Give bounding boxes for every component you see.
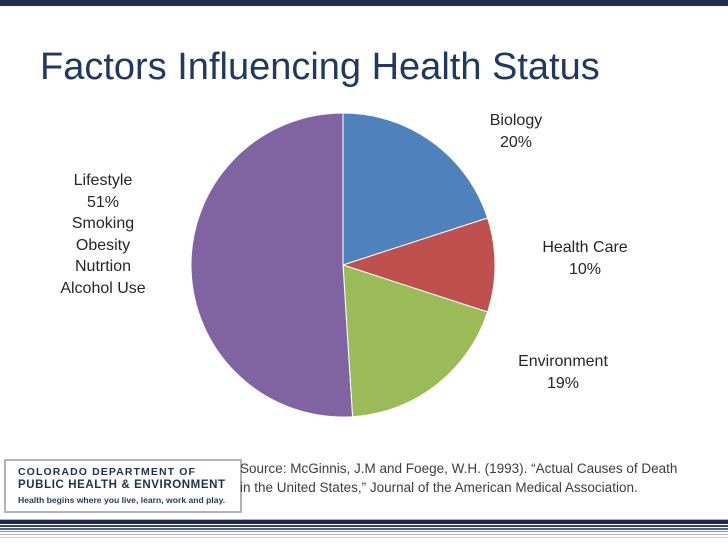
pie-label-lifestyle-alcohol: Alcohol Use xyxy=(60,279,146,297)
pie-label-biology-name: Biology xyxy=(489,112,543,129)
pie-label-lifestyle-smoking: Smoking xyxy=(71,215,135,232)
pie-slice-lifestyle xyxy=(190,112,354,418)
bottom-stripe-band xyxy=(0,518,728,538)
source-citation-line2: in the United States,” Journal of the Am… xyxy=(240,480,638,495)
pie-slice-health-care xyxy=(341,217,496,313)
pie-chart xyxy=(190,112,496,418)
pie-label-biology: Biology 20% xyxy=(446,110,586,154)
pie-label-health-care-pct: 10% xyxy=(568,261,602,278)
top-accent-bar xyxy=(0,0,728,6)
pie-label-health-care: Health Care 10% xyxy=(505,237,665,281)
pie-label-lifestyle-pct: 51% xyxy=(86,193,120,211)
source-citation: Source: McGinnis, J.M and Foege, W.H. (1… xyxy=(240,459,720,497)
pie-label-lifestyle-name: Lifestyle xyxy=(73,172,133,189)
pie-label-lifestyle-obesity: Obesity xyxy=(75,236,131,254)
pie-label-lifestyle-nutrtion: Nutrtion xyxy=(74,258,132,275)
pie-slice-biology xyxy=(342,112,489,266)
pie-label-biology-pct: 20% xyxy=(499,134,533,151)
pie-slice-environment xyxy=(342,264,489,418)
pie-label-environment: Environment 19% xyxy=(483,351,643,395)
pie-label-health-care-name: Health Care xyxy=(542,239,628,256)
org-logo-line2: PUBLIC HEALTH & ENVIRONMENT xyxy=(18,479,226,491)
pie-label-lifestyle: Lifestyle 51% Smoking Obesity Nutrtion A… xyxy=(22,170,184,299)
page-title: Factors Influencing Health Status xyxy=(40,46,600,88)
org-logo-tagline: Health begins where you live, learn, wor… xyxy=(18,495,226,505)
pie-label-environment-pct: 19% xyxy=(546,375,580,392)
org-logo-line1: COLORADO DEPARTMENT OF xyxy=(18,466,196,478)
pie-label-environment-name: Environment xyxy=(518,353,608,370)
source-citation-line1: Source: McGinnis, J.M and Foege, W.H. (1… xyxy=(240,461,678,476)
pie-chart-container xyxy=(190,112,496,418)
org-logo: COLORADO DEPARTMENT OF PUBLIC HEALTH & E… xyxy=(4,459,242,513)
